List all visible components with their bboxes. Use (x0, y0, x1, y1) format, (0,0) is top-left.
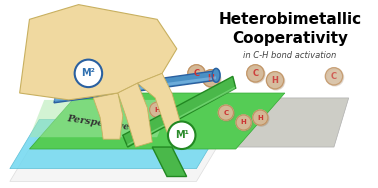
Text: Perspective: Perspective (66, 114, 130, 131)
Circle shape (74, 60, 102, 87)
Text: in C-H bond activation: in C-H bond activation (243, 51, 336, 60)
Polygon shape (54, 70, 218, 103)
Polygon shape (29, 49, 98, 88)
Ellipse shape (218, 105, 234, 120)
Polygon shape (118, 83, 152, 147)
Ellipse shape (150, 102, 165, 117)
Ellipse shape (219, 106, 234, 121)
Polygon shape (10, 120, 226, 169)
Ellipse shape (325, 68, 342, 85)
Polygon shape (192, 98, 349, 147)
Polygon shape (29, 93, 285, 149)
Polygon shape (54, 76, 216, 101)
Ellipse shape (253, 110, 268, 125)
Text: M¹: M¹ (175, 130, 189, 140)
Polygon shape (93, 93, 123, 139)
Text: C: C (223, 110, 228, 116)
Text: M²: M² (82, 68, 95, 78)
Text: C: C (331, 72, 337, 81)
Polygon shape (123, 76, 236, 147)
Ellipse shape (203, 70, 220, 87)
Ellipse shape (267, 73, 285, 90)
Ellipse shape (212, 68, 220, 82)
Ellipse shape (189, 66, 206, 83)
Ellipse shape (236, 115, 251, 130)
Circle shape (168, 121, 195, 149)
Text: H: H (154, 107, 160, 113)
Ellipse shape (254, 111, 269, 126)
Ellipse shape (188, 65, 205, 82)
Polygon shape (20, 5, 177, 100)
Polygon shape (152, 147, 187, 177)
Text: H: H (241, 120, 246, 125)
Polygon shape (127, 86, 236, 146)
Ellipse shape (326, 69, 344, 86)
Text: Heterobimetallic: Heterobimetallic (218, 12, 361, 27)
Text: H: H (257, 114, 263, 121)
Polygon shape (10, 132, 226, 181)
Text: C: C (253, 69, 259, 78)
Text: H: H (208, 74, 215, 83)
Polygon shape (29, 100, 172, 137)
Text: Cooperativity: Cooperativity (232, 32, 348, 46)
Polygon shape (138, 73, 182, 132)
Ellipse shape (248, 66, 265, 83)
Ellipse shape (203, 71, 221, 88)
Ellipse shape (266, 72, 284, 89)
Ellipse shape (237, 116, 252, 131)
Ellipse shape (247, 65, 264, 82)
Ellipse shape (150, 103, 166, 118)
Text: C: C (194, 69, 200, 78)
Text: H: H (272, 76, 279, 85)
